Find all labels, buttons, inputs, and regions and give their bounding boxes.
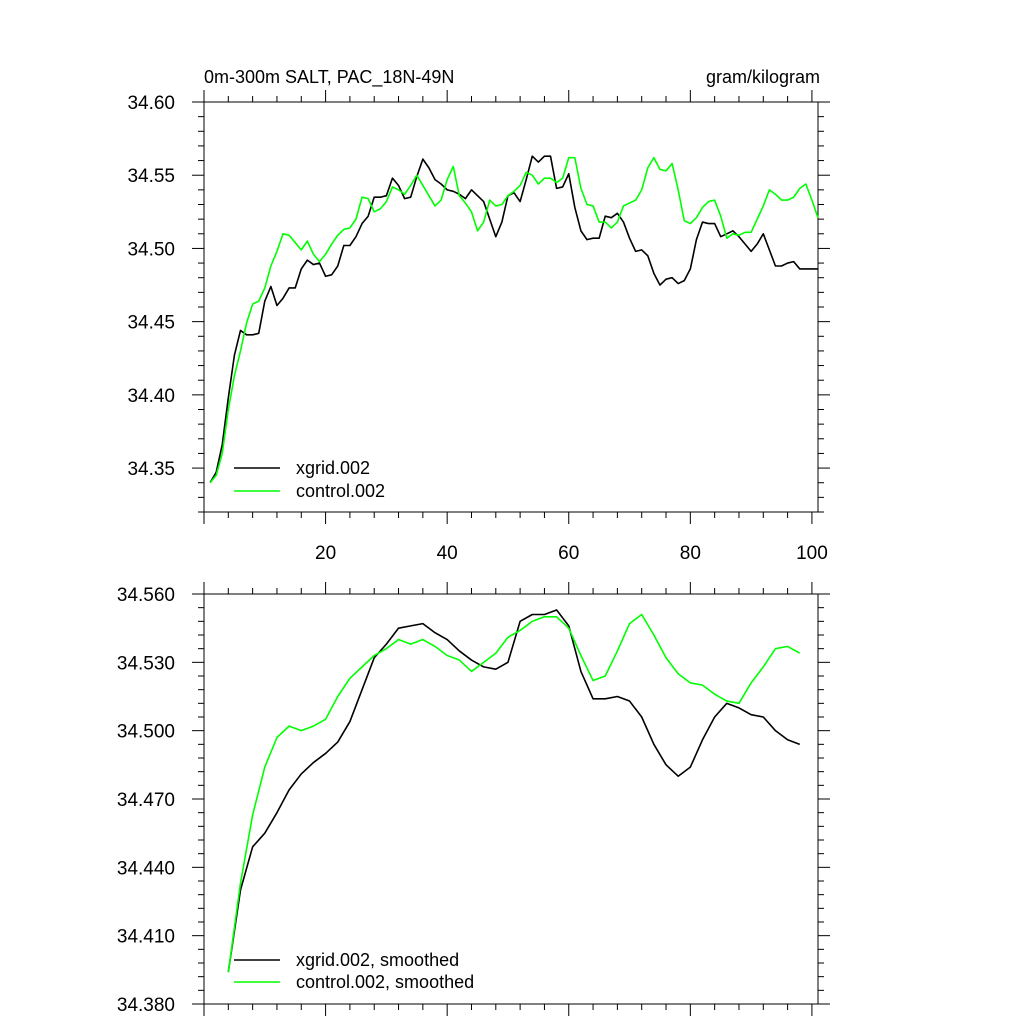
plot-frame [203,593,819,1005]
y-tick-label: 34.55 [127,166,175,187]
y-tick-label: 34.560 [117,585,175,606]
legend-label: xgrid.002 [296,458,370,478]
legend-label: control.002 [296,481,385,501]
y-tick-label: 34.440 [117,858,175,879]
x-tick-label: 100 [796,543,828,564]
chart-title: 0m-300m SALT, PAC_18N-49N [204,67,454,88]
y-tick-label: 34.35 [127,459,175,480]
chart-panel-1: 20 40 60 80 100 34.35 34.40 34.45 34.50 34.55 34.6… [127,67,830,564]
y-tick-label: 34.50 [127,239,175,260]
y-tick-label: 34.45 [127,313,175,334]
chart-units-label: gram/kilogram [706,67,820,87]
x-tick-label: 40 [437,543,458,564]
y-tick-label: 34.500 [117,722,175,743]
series-line-xgrid-002-smoothed [227,609,801,973]
y-tick-label: 34.410 [117,927,175,948]
y-tick-label: 34.40 [127,386,175,407]
series-line-control-002 [209,156,819,484]
x-tick-label: 60 [558,543,579,564]
y-tick-label: 34.530 [117,653,175,674]
y-tick-label: 34.60 [127,93,175,114]
x-tick-label: 20 [315,543,336,564]
plot-frame [203,101,819,513]
legend-label: xgrid.002, smoothed [296,950,459,970]
y-tick-label: 34.470 [117,790,175,811]
series-line-control-002-smoothed [227,613,801,973]
y-tick-label: 34.380 [117,995,175,1016]
chart-panel-2: 34.380 34.410 34.440 34.470 34.500 34.530 34.5… [117,582,830,1016]
x-tick-label: 80 [680,543,701,564]
legend-label: control.002, smoothed [296,972,474,992]
series-line-xgrid-002 [209,155,818,484]
